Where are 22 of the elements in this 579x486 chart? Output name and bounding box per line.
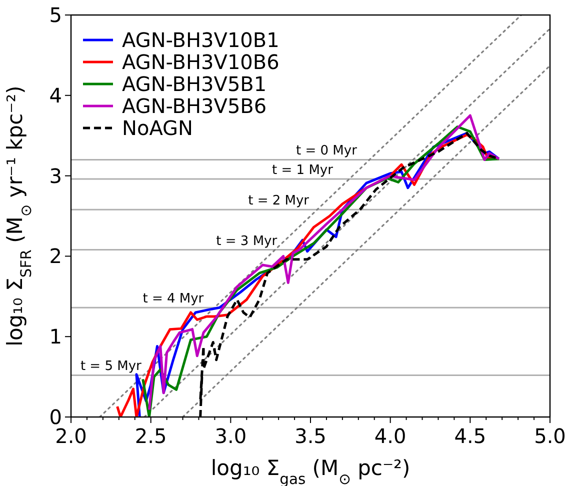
y-tick-label: 5 [49,3,62,27]
annotation: t = 3 Myr [216,234,278,249]
y-tick-label: 2 [49,244,62,268]
legend-label: AGN-BH3V10B6 [122,50,280,74]
annotation: t = 1 Myr [272,163,334,178]
x-tick-label: 3.0 [214,424,247,448]
x-tick-label: 4.0 [374,424,406,448]
x-tick-label: 3.5 [294,424,326,448]
annotation: t = 5 Myr [80,359,142,374]
legend-label: AGN-BH3V5B1 [122,72,267,96]
y-tick-label: 4 [49,83,62,108]
y-tick-label: 3 [49,164,62,188]
x-tick-label: 4.5 [454,424,486,448]
annotation: t = 2 Myr [248,194,310,209]
annotation: t = 0 Myr [296,144,358,159]
annotation: t = 4 Myr [142,292,204,307]
legend-label: AGN-BH3V10B1 [122,28,280,52]
y-tick-label: 1 [49,324,62,349]
x-tick-label: 5.0 [534,424,566,448]
x-tick-label: 2.5 [134,424,167,448]
legend-label: AGN-BH3V5B6 [122,94,267,118]
legend-label: NoAGN [122,116,193,140]
